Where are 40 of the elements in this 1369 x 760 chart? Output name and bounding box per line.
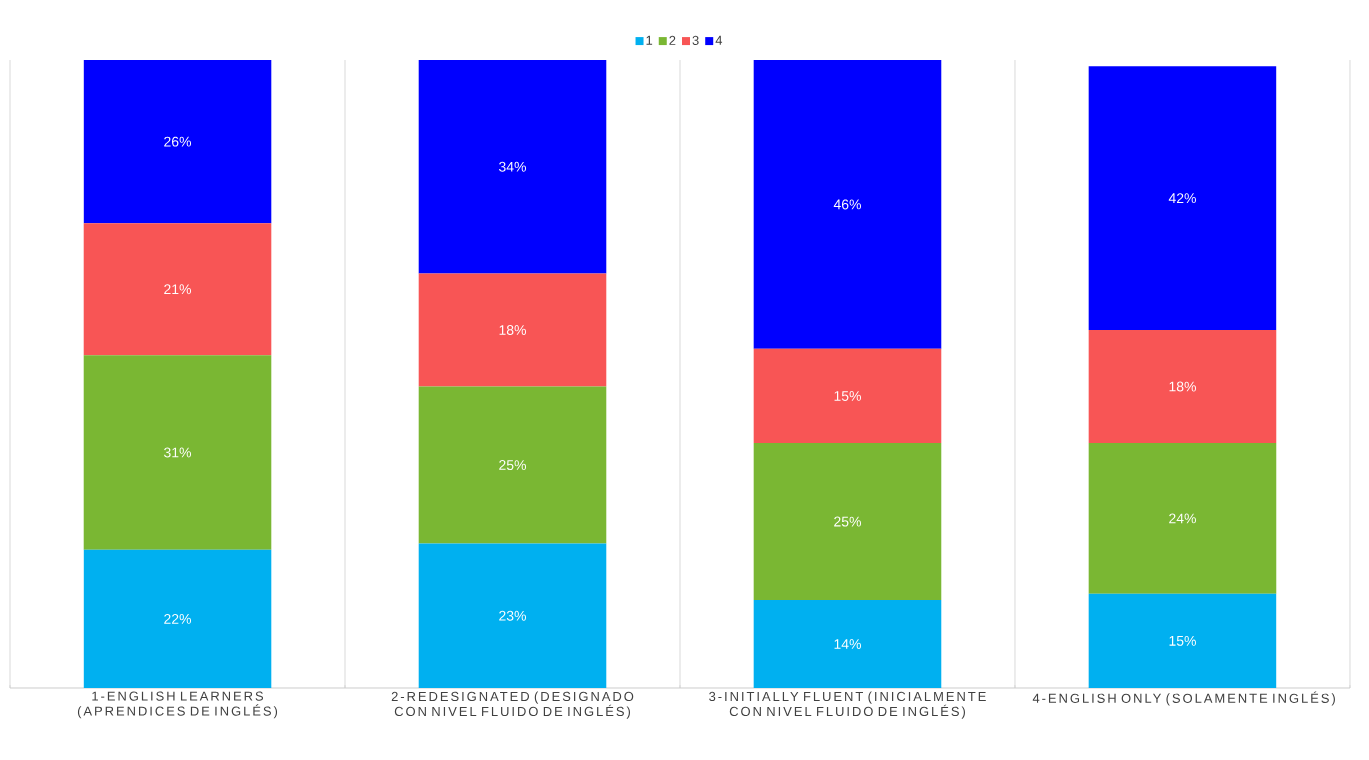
bar: [1088, 593, 1277, 688]
data-label: 42%: [1168, 193, 1196, 204]
bar: [753, 443, 942, 601]
bar: [753, 59, 942, 349]
bar: [1088, 330, 1277, 444]
x-tick-label: 4-ENGLISH ONLY (SOLAMENTE INGLÉS): [1032, 691, 1335, 706]
bar: [83, 549, 272, 688]
bar: [83, 355, 272, 550]
legend-label: 4: [715, 35, 723, 45]
bar: [1088, 443, 1277, 594]
data-label: 31%: [164, 447, 192, 458]
bar: [418, 59, 607, 274]
x-tick-label: 1-ENGLISH LEARNERS (APRENDICES DE INGLÉS): [77, 691, 278, 719]
bar: [418, 543, 607, 688]
data-label: 26%: [164, 136, 192, 147]
data-label: 46%: [833, 199, 861, 210]
data-label: 15%: [1169, 635, 1196, 646]
data-label: 22%: [164, 613, 192, 624]
data-label: 21%: [164, 284, 192, 295]
data-label: 34%: [499, 161, 526, 172]
bar: [753, 348, 942, 444]
data-label: 15%: [834, 391, 861, 401]
bar: [418, 386, 607, 544]
x-tick-label: 2-REDESIGNATED (DESIGNADO CON NIVEL FLUIDO DE INGLÉS): [391, 691, 634, 719]
bar: [753, 600, 942, 688]
data-label: 18%: [499, 325, 526, 335]
bar: [83, 59, 272, 224]
data-label: 14%: [834, 639, 861, 649]
bar: [1088, 66, 1277, 331]
data-label: 23%: [499, 610, 526, 621]
data-label: 25%: [499, 460, 526, 471]
data-label: 24%: [1169, 513, 1196, 524]
legend-label: 1: [646, 35, 653, 45]
legend-label: 2: [669, 35, 676, 45]
data-label: 18%: [1169, 381, 1196, 392]
x-tick-label: 3-INITIALLY FLUENT (INICIALMENTE CON NIVEL FLUIDO DE INGLÉS): [709, 691, 986, 719]
data-label: 25%: [834, 516, 861, 527]
bar: [83, 223, 272, 356]
bar: [418, 273, 607, 387]
legend-label: 3: [692, 35, 699, 45]
